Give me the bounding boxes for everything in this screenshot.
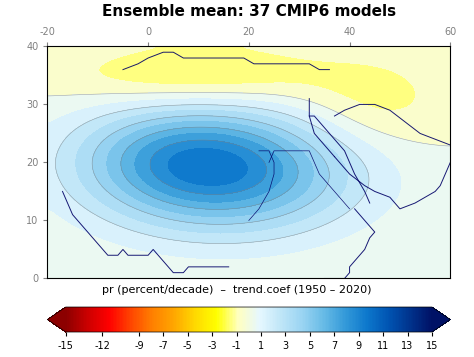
PathPatch shape	[47, 307, 66, 332]
Title: Ensemble mean: 37 CMIP6 models: Ensemble mean: 37 CMIP6 models	[102, 4, 396, 19]
PathPatch shape	[432, 307, 450, 332]
Text: pr (percent/decade)  –  trend.coef (1950 – 2020): pr (percent/decade) – trend.coef (1950 –…	[102, 285, 372, 295]
